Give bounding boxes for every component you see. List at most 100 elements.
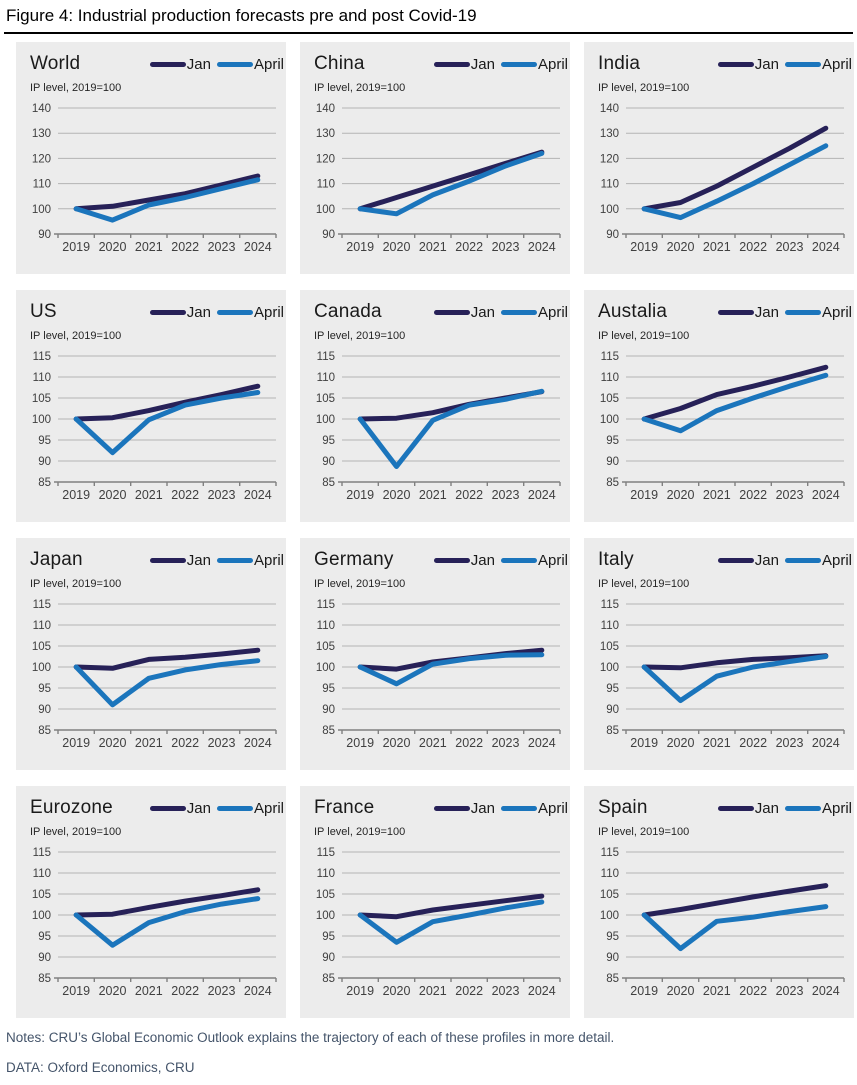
svg-text:2022: 2022 (739, 736, 767, 750)
line-chart: 115 110 105 100 95 90 85 2019 2020 2021 2022 2023 20… (32, 847, 277, 998)
chart-header: India Jan April (584, 42, 854, 75)
chart-title: Japan (30, 549, 83, 570)
svg-text:140: 140 (600, 103, 619, 115)
line-chart: 115 110 105 100 95 90 85 2019 2020 2021 2022 2023 20… (316, 351, 561, 502)
svg-text:110: 110 (33, 620, 51, 632)
chart-panel: Austalia Jan April IP level, 2019=100 11… (584, 290, 854, 522)
chart-title: US (30, 301, 57, 322)
jan-legend-label: Jan (754, 55, 779, 73)
april-legend-label: April (821, 551, 852, 569)
svg-text:130: 130 (316, 128, 335, 140)
chart-header: Japan Jan April (16, 538, 286, 571)
svg-text:2020: 2020 (99, 488, 127, 502)
svg-text:2021: 2021 (419, 736, 447, 750)
april-line-swatch-icon (216, 805, 253, 811)
svg-text:115: 115 (601, 847, 619, 859)
jan-line-swatch-icon (433, 557, 470, 563)
svg-text:2024: 2024 (528, 488, 556, 502)
svg-text:2020: 2020 (667, 240, 695, 254)
chart-header: France Jan April (300, 786, 570, 819)
svg-text:110: 110 (601, 620, 619, 632)
svg-text:2024: 2024 (244, 984, 272, 998)
svg-text:105: 105 (316, 641, 335, 653)
svg-text:2022: 2022 (455, 984, 483, 998)
svg-text:90: 90 (322, 704, 335, 716)
svg-text:95: 95 (606, 435, 619, 447)
svg-text:2020: 2020 (99, 984, 127, 998)
svg-text:110: 110 (317, 868, 335, 880)
chart-legend: Jan April (712, 800, 852, 817)
svg-text:100: 100 (316, 204, 335, 216)
april-line-swatch-icon (784, 805, 821, 811)
svg-text:2019: 2019 (62, 736, 90, 750)
jan-line-swatch-icon (433, 805, 470, 811)
svg-text:90: 90 (38, 952, 51, 964)
svg-text:105: 105 (600, 641, 619, 653)
jan-line-swatch-icon (717, 61, 754, 67)
svg-text:105: 105 (600, 393, 619, 405)
chart-subtitle: IP level, 2019=100 (30, 330, 122, 342)
chart-title: Spain (598, 797, 648, 818)
line-chart: 140 130 120 110 100 90 2019 2020 2021 2022 2023 202… (32, 103, 277, 254)
svg-text:2019: 2019 (630, 488, 658, 502)
april-legend-label: April (821, 303, 852, 321)
jan-legend-label: Jan (470, 55, 495, 73)
svg-text:2020: 2020 (667, 488, 695, 502)
svg-text:2024: 2024 (244, 240, 272, 254)
chart-legend: Jan April (428, 304, 568, 321)
chart-panel: Spain Jan April IP level, 2019=100 115 11… (584, 786, 854, 1018)
chart-header: China Jan April (300, 42, 570, 75)
chart-title: India (598, 53, 641, 74)
chart-title: China (314, 53, 365, 74)
svg-text:2020: 2020 (383, 240, 411, 254)
svg-text:110: 110 (317, 179, 335, 191)
svg-text:115: 115 (317, 847, 335, 859)
svg-text:105: 105 (600, 889, 619, 901)
line-chart: 140 130 120 110 100 90 2019 2020 2021 2022 2023 202… (316, 103, 561, 254)
svg-text:2022: 2022 (171, 736, 199, 750)
svg-text:2024: 2024 (812, 240, 840, 254)
svg-text:105: 105 (316, 393, 335, 405)
jan-legend-label: Jan (470, 799, 495, 817)
april-line-swatch-icon (216, 557, 253, 563)
chart-legend: Jan April (144, 552, 284, 569)
charts-grid: World Jan April IP level, 2019=100 140 13… (16, 42, 854, 1018)
svg-text:2019: 2019 (346, 488, 374, 502)
chart-panel: India Jan April IP level, 2019=100 140 13… (584, 42, 854, 274)
svg-text:105: 105 (32, 393, 51, 405)
chart-legend: Jan April (712, 304, 852, 321)
april-line-swatch-icon (500, 805, 537, 811)
svg-text:120: 120 (32, 153, 51, 165)
svg-text:2022: 2022 (739, 488, 767, 502)
chart-panel: France Jan April IP level, 2019=100 115 1… (300, 786, 570, 1018)
chart-legend: Jan April (712, 552, 852, 569)
line-chart: 115 110 105 100 95 90 85 2019 2020 2021 2022 2023 20… (600, 599, 845, 750)
svg-text:2021: 2021 (135, 736, 163, 750)
chart-title: Austalia (598, 301, 668, 322)
chart-title: Canada (314, 301, 382, 322)
chart-panel: Canada Jan April IP level, 2019=100 115 1… (300, 290, 570, 522)
chart-legend: Jan April (428, 800, 568, 817)
svg-text:115: 115 (33, 351, 51, 363)
line-chart: 115 110 105 100 95 90 85 2019 2020 2021 2022 2023 20… (32, 599, 277, 750)
svg-text:2022: 2022 (455, 240, 483, 254)
chart-subtitle: IP level, 2019=100 (598, 330, 690, 342)
svg-text:2021: 2021 (135, 984, 163, 998)
chart-panel: World Jan April IP level, 2019=100 140 13… (16, 42, 286, 274)
svg-text:85: 85 (38, 973, 51, 985)
svg-text:130: 130 (600, 128, 619, 140)
svg-text:85: 85 (322, 477, 335, 489)
chart-title: World (30, 53, 81, 74)
jan-legend-label: Jan (186, 55, 211, 73)
svg-text:2023: 2023 (776, 240, 804, 254)
april-line-swatch-icon (500, 61, 537, 67)
svg-text:90: 90 (322, 456, 335, 468)
chart-title: France (314, 797, 375, 818)
svg-text:100: 100 (32, 910, 51, 922)
chart-legend: Jan April (428, 56, 568, 73)
chart-header: US Jan April (16, 290, 286, 323)
chart-title: Eurozone (30, 797, 113, 818)
svg-text:95: 95 (38, 683, 51, 695)
chart-subtitle: IP level, 2019=100 (30, 578, 122, 590)
